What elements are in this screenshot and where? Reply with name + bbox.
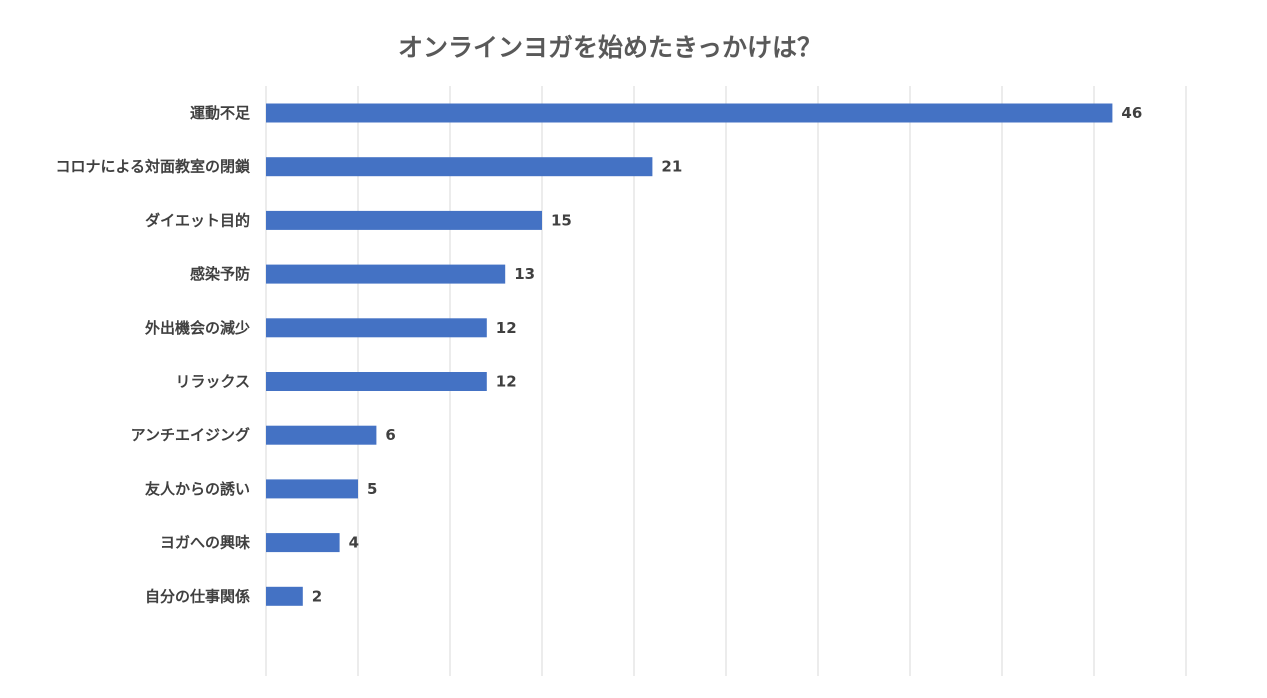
category-labels: 運動不足コロナによる対面教室の閉鎖ダイエット目的感染予防外出機会の減少リラックス… <box>55 104 251 605</box>
bar <box>266 264 506 284</box>
category-label: ヨガへの興味 <box>160 534 250 552</box>
data-labels: 46 21 15 13 12 12 6 5 4 2 <box>312 104 1142 605</box>
bar <box>266 157 653 177</box>
category-label: ダイエット目的 <box>145 211 250 229</box>
bar <box>266 479 358 499</box>
data-label: 5 <box>367 480 377 498</box>
category-label: 運動不足 <box>190 104 251 122</box>
bar <box>266 586 303 606</box>
chart-title: オンラインヨガを始めたきっかけは？ <box>397 33 822 62</box>
category-label: アンチエイジング <box>131 426 250 444</box>
category-label: 外出機会の減少 <box>144 319 250 337</box>
data-label: 13 <box>514 265 535 283</box>
data-label: 12 <box>496 319 517 337</box>
bar <box>266 425 377 445</box>
data-label: 46 <box>1121 104 1142 122</box>
data-label: 12 <box>496 373 517 391</box>
category-label: 自分の仕事関係 <box>145 587 250 605</box>
bar <box>266 318 487 338</box>
category-label: 感染予防 <box>190 265 250 283</box>
bar <box>266 210 542 230</box>
data-label: 4 <box>349 534 359 552</box>
category-label: 友人からの誘い <box>145 480 250 498</box>
data-label: 21 <box>661 158 682 176</box>
bar <box>266 533 340 553</box>
bar <box>266 103 1113 123</box>
bars <box>266 103 1113 606</box>
data-label: 6 <box>385 426 395 444</box>
category-label: コロナによる対面教室の閉鎖 <box>55 158 251 176</box>
bar <box>266 372 487 391</box>
category-label: リラックス <box>175 373 250 391</box>
data-label: 2 <box>312 587 322 605</box>
data-label: 15 <box>551 211 572 229</box>
